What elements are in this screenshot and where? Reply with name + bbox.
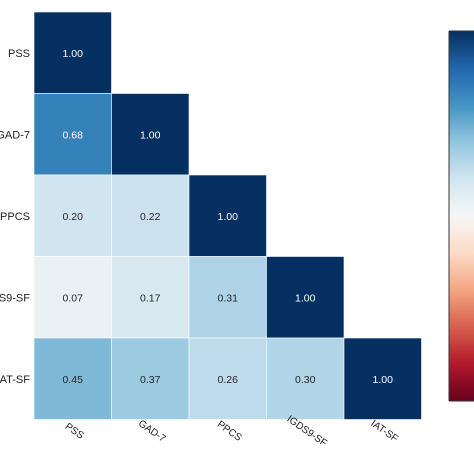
colorbar	[448, 30, 474, 402]
cell-value-label: 0.22	[140, 211, 161, 223]
cell-value-label: 1.00	[218, 211, 239, 223]
heatmap-cell	[343, 337, 422, 420]
cell-value-label: 0.26	[218, 374, 239, 386]
heatmap-cell	[266, 337, 345, 420]
cell-value-label: 1.00	[295, 292, 316, 304]
heatmap-cell	[111, 256, 190, 339]
heatmap-cell	[188, 337, 267, 420]
y-tick-label: GAD-7	[0, 129, 30, 141]
cell-value-label: 1.00	[140, 129, 161, 141]
heatmap-cells: 1.00 0.68 1.00 0.20 0.22 1.00 0.07 0.17 0.31 1.00…	[33, 11, 422, 420]
x-tick-label: IAT-SF	[369, 418, 400, 444]
cell-value-label: 0.31	[218, 292, 239, 304]
y-tick-label: PPCS	[0, 211, 30, 223]
colorbar-gradient	[449, 31, 474, 401]
x-tick-label: PSS	[63, 421, 86, 442]
heatmap-cell	[188, 174, 267, 257]
cell-value-label: 0.30	[295, 374, 316, 386]
heatmap-cell	[33, 11, 112, 94]
heatmap-cell	[111, 93, 190, 176]
x-tick-label: GAD-7	[136, 418, 168, 445]
cell-value-label: 1.00	[63, 48, 84, 60]
heatmap-cell	[266, 256, 345, 339]
heatmap-cell	[111, 337, 190, 420]
heatmap-cell	[111, 174, 190, 257]
cell-value-label: 1.00	[373, 374, 394, 386]
x-tick-label: PPCS	[215, 419, 244, 444]
y-tick-label: S9-SF	[0, 292, 30, 304]
cell-value-label: 0.07	[63, 292, 84, 304]
y-tick-label: PSS	[8, 48, 30, 60]
cell-value-label: 0.68	[63, 129, 84, 141]
y-axis-labels: PSS GAD-7 PPCS S9-SF IAT-SF	[0, 48, 30, 386]
cell-value-label: 0.45	[63, 374, 84, 386]
heatmap-cell	[33, 174, 112, 257]
cell-value-label: 0.37	[140, 374, 161, 386]
cell-value-label: 0.20	[63, 211, 84, 223]
cell-value-label: 0.17	[140, 292, 161, 304]
y-tick-label: IAT-SF	[0, 374, 30, 386]
heatmap-cell	[33, 93, 112, 176]
